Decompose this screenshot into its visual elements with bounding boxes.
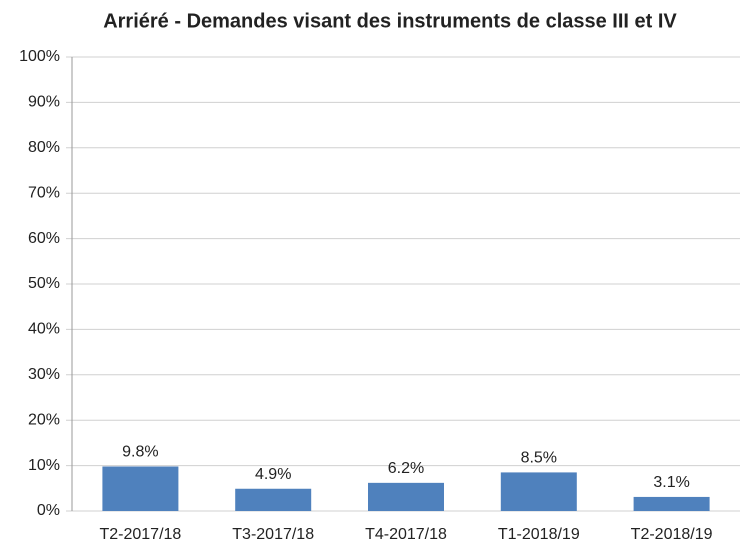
bar [235,488,312,511]
x-tick-label: T2-2018/19 [631,526,713,543]
x-tick-label: T2-2017/18 [99,526,181,543]
y-tick-label: 80% [28,139,60,156]
bar [633,496,710,511]
chart-title: Arriéré - Demandes visant des instrument… [103,10,677,32]
y-tick-label: 90% [28,94,60,111]
y-tick-label: 50% [28,275,60,292]
y-tick-label: 10% [28,457,60,474]
y-tick-label: 60% [28,230,60,247]
y-tick-label: 40% [28,321,60,338]
data-label: 4.9% [255,466,291,483]
data-label: 6.2% [388,460,424,477]
data-label: 3.1% [653,474,689,491]
data-label: 9.8% [122,444,158,461]
y-tick-label: 100% [19,48,60,65]
y-tick-label: 20% [28,411,60,428]
x-tick-label: T4-2017/18 [365,526,447,543]
y-tick-label: 30% [28,366,60,383]
x-tick-label: T3-2017/18 [232,526,314,543]
bar [102,466,179,511]
data-label: 8.5% [521,450,557,467]
bar [368,482,444,511]
y-tick-label: 70% [28,184,60,201]
y-tick-label: 0% [37,502,60,519]
bar [500,472,577,511]
x-tick-label: T1-2018/19 [498,526,580,543]
